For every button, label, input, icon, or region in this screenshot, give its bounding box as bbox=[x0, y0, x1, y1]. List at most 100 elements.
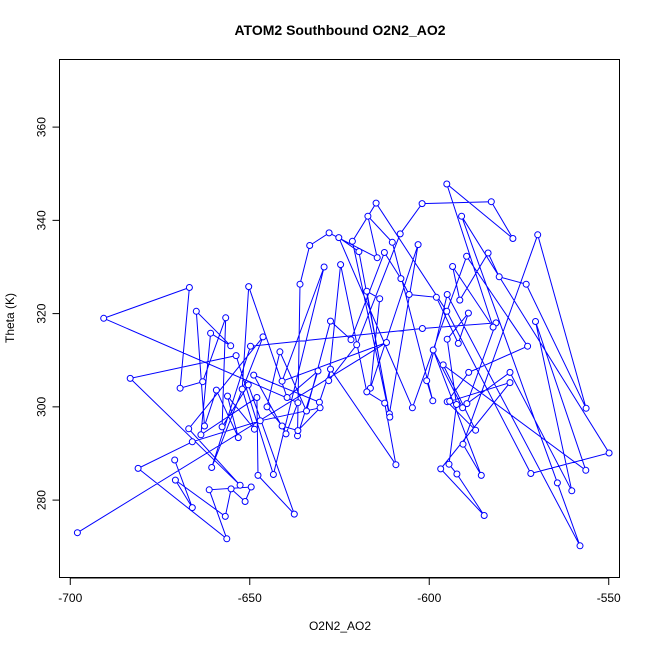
data-point bbox=[126, 374, 134, 382]
y-axis-label: Theta (K) bbox=[3, 293, 17, 343]
data-point bbox=[472, 426, 480, 434]
plot-area bbox=[73, 180, 613, 550]
data-point bbox=[171, 476, 179, 484]
data-point bbox=[443, 307, 451, 315]
data-point bbox=[524, 342, 532, 350]
data-point bbox=[335, 234, 343, 242]
data-point bbox=[188, 504, 196, 512]
data-point bbox=[437, 465, 445, 473]
data-point bbox=[232, 352, 240, 360]
data-point bbox=[459, 404, 467, 412]
data-point bbox=[449, 263, 457, 270]
data-point bbox=[464, 309, 472, 317]
data-point bbox=[392, 461, 400, 469]
data-point bbox=[348, 237, 356, 245]
data-point bbox=[372, 199, 380, 207]
data-point bbox=[278, 422, 286, 430]
data-point bbox=[234, 434, 242, 442]
data-point bbox=[315, 398, 323, 406]
data-point bbox=[527, 470, 535, 477]
data-point bbox=[347, 336, 355, 344]
data-point bbox=[439, 361, 447, 369]
data-point bbox=[477, 471, 485, 479]
data-point bbox=[247, 483, 255, 491]
data-point bbox=[509, 235, 517, 242]
data-point bbox=[363, 388, 371, 396]
data-point bbox=[316, 404, 324, 412]
y-tick-label: 300 bbox=[35, 397, 49, 417]
data-point bbox=[294, 399, 302, 407]
data-point bbox=[100, 314, 108, 322]
data-point bbox=[405, 291, 413, 298]
data-point bbox=[458, 212, 466, 220]
data-point bbox=[489, 323, 497, 331]
data-point bbox=[429, 346, 437, 354]
data-point bbox=[532, 318, 539, 325]
data-point bbox=[456, 296, 464, 304]
data-point bbox=[418, 325, 426, 332]
data-point bbox=[263, 403, 271, 411]
data-point bbox=[294, 427, 302, 435]
data-point bbox=[506, 368, 514, 376]
data-point bbox=[522, 280, 530, 288]
data-point bbox=[212, 386, 220, 394]
data-point bbox=[443, 335, 451, 343]
data-point bbox=[337, 261, 345, 269]
data-point bbox=[325, 377, 333, 385]
data-point bbox=[245, 283, 253, 291]
data-point bbox=[222, 314, 230, 322]
data-point bbox=[381, 399, 389, 407]
data-point bbox=[463, 400, 471, 408]
y-tick-label: 320 bbox=[35, 303, 49, 323]
data-point bbox=[250, 425, 258, 433]
x-tick-label: -600 bbox=[417, 591, 441, 605]
data-point bbox=[188, 438, 196, 446]
data-point bbox=[582, 404, 590, 412]
data-point bbox=[283, 394, 291, 401]
data-point bbox=[582, 466, 590, 474]
data-point bbox=[380, 249, 388, 256]
data-point bbox=[227, 485, 235, 493]
data-point bbox=[373, 254, 381, 262]
data-point bbox=[495, 273, 503, 281]
data-point bbox=[364, 212, 372, 220]
data-point bbox=[171, 456, 179, 464]
data-point bbox=[185, 284, 193, 291]
y-tick-label: 360 bbox=[35, 117, 49, 137]
data-point bbox=[553, 479, 561, 487]
data-point bbox=[244, 381, 252, 389]
data-point bbox=[443, 291, 451, 298]
data-point bbox=[363, 287, 371, 295]
data-point bbox=[290, 510, 298, 518]
data-point bbox=[303, 407, 310, 415]
data-point bbox=[224, 392, 231, 400]
data-point bbox=[465, 368, 473, 376]
data-point bbox=[250, 371, 258, 379]
data-point bbox=[185, 425, 193, 433]
data-point bbox=[223, 535, 231, 543]
y-tick-label: 280 bbox=[35, 490, 49, 510]
data-point bbox=[325, 229, 333, 237]
data-point bbox=[197, 431, 205, 439]
data-point bbox=[534, 231, 542, 239]
data-point bbox=[445, 460, 453, 468]
data-point bbox=[454, 339, 462, 347]
data-point bbox=[408, 404, 416, 412]
data-point bbox=[241, 498, 249, 505]
data-point bbox=[418, 200, 426, 208]
data-point bbox=[453, 470, 461, 478]
data-point bbox=[247, 342, 254, 350]
data-point bbox=[386, 413, 394, 421]
x-tick-label: -550 bbox=[597, 591, 621, 605]
data-point bbox=[396, 230, 404, 238]
data-point bbox=[353, 341, 361, 349]
data-point bbox=[227, 342, 235, 350]
data-point bbox=[306, 242, 314, 249]
data-point bbox=[296, 280, 304, 288]
data-point bbox=[376, 295, 384, 303]
data-point bbox=[218, 423, 226, 431]
data-point bbox=[414, 241, 422, 249]
y-tick-label: 340 bbox=[35, 210, 49, 230]
data-point bbox=[205, 486, 213, 494]
y-axis: 280 300 320 340 360 bbox=[35, 117, 60, 510]
